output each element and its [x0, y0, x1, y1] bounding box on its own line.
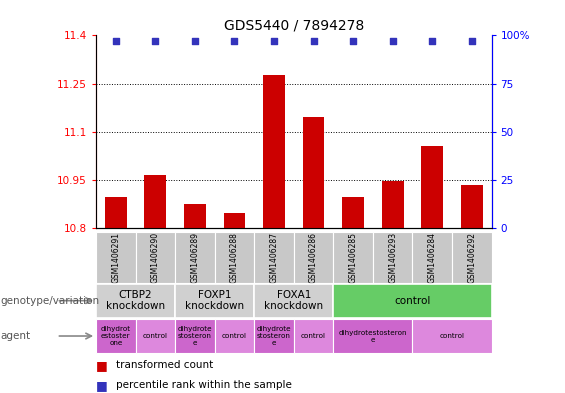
Bar: [294, 232, 333, 283]
Bar: [421, 146, 443, 228]
Text: ■: ■: [96, 359, 108, 372]
Text: GSM1406293: GSM1406293: [388, 232, 397, 283]
Text: genotype/variation: genotype/variation: [0, 296, 99, 306]
Point: [428, 38, 437, 44]
Bar: [461, 185, 483, 228]
Bar: [215, 232, 254, 283]
Point: [270, 38, 279, 44]
Text: ■: ■: [96, 378, 108, 392]
Text: FOXP1
knockdown: FOXP1 knockdown: [185, 290, 244, 311]
Point: [151, 38, 160, 44]
Bar: [333, 232, 373, 283]
Text: control: control: [222, 333, 247, 339]
Text: dihydrote
stosteron
e: dihydrote stosteron e: [177, 326, 212, 346]
Bar: [175, 319, 215, 353]
Bar: [333, 284, 492, 318]
Title: GDS5440 / 7894278: GDS5440 / 7894278: [224, 19, 364, 33]
Bar: [215, 319, 254, 353]
Text: GSM1406287: GSM1406287: [270, 232, 279, 283]
Point: [190, 38, 199, 44]
Bar: [254, 232, 294, 283]
Text: GSM1406289: GSM1406289: [190, 232, 199, 283]
Text: CTBP2
knockdown: CTBP2 knockdown: [106, 290, 165, 311]
Text: GSM1406290: GSM1406290: [151, 232, 160, 283]
Bar: [136, 319, 175, 353]
Text: agent: agent: [0, 331, 30, 341]
Bar: [382, 182, 403, 228]
Bar: [294, 319, 333, 353]
Text: GSM1406285: GSM1406285: [349, 232, 358, 283]
Bar: [412, 232, 452, 283]
Bar: [412, 319, 492, 353]
Bar: [303, 117, 324, 228]
Bar: [263, 75, 285, 228]
Bar: [105, 197, 127, 228]
Bar: [254, 319, 294, 353]
Text: FOXA1
knockdown: FOXA1 knockdown: [264, 290, 323, 311]
Bar: [136, 232, 175, 283]
Bar: [254, 284, 333, 318]
Bar: [452, 232, 492, 283]
Text: dihydrot
estoster
one: dihydrot estoster one: [101, 326, 131, 346]
Text: GSM1406291: GSM1406291: [111, 232, 120, 283]
Bar: [342, 197, 364, 228]
Text: dihydrote
stosteron
e: dihydrote stosteron e: [257, 326, 292, 346]
Text: control: control: [394, 296, 431, 306]
Text: control: control: [440, 333, 464, 339]
Bar: [175, 232, 215, 283]
Text: GSM1406284: GSM1406284: [428, 232, 437, 283]
Point: [388, 38, 397, 44]
Text: transformed count: transformed count: [116, 360, 213, 371]
Bar: [184, 204, 206, 228]
Text: percentile rank within the sample: percentile rank within the sample: [116, 380, 292, 390]
Text: control: control: [143, 333, 168, 339]
Bar: [145, 175, 166, 228]
Bar: [96, 232, 136, 283]
Text: GSM1406292: GSM1406292: [467, 232, 476, 283]
Bar: [373, 232, 412, 283]
Bar: [175, 284, 254, 318]
Bar: [333, 319, 412, 353]
Bar: [96, 319, 136, 353]
Text: GSM1406286: GSM1406286: [309, 232, 318, 283]
Point: [309, 38, 318, 44]
Point: [111, 38, 120, 44]
Bar: [96, 284, 175, 318]
Text: dihydrotestosteron
e: dihydrotestosteron e: [338, 329, 407, 343]
Text: GSM1406288: GSM1406288: [230, 232, 239, 283]
Bar: [224, 213, 245, 228]
Text: control: control: [301, 333, 326, 339]
Point: [349, 38, 358, 44]
Point: [467, 38, 476, 44]
Point: [230, 38, 239, 44]
